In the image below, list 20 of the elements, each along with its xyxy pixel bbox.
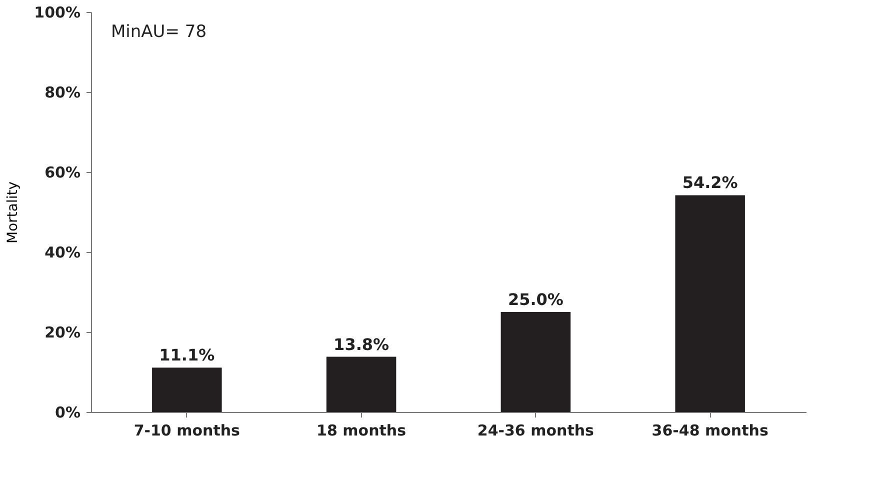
y-tick-label: 20% <box>44 324 80 342</box>
data-label: 25.0% <box>508 290 564 309</box>
bar <box>500 312 571 412</box>
y-tick-label: 0% <box>55 404 80 422</box>
x-tick-label: 24-36 months <box>477 422 594 440</box>
bar <box>152 368 222 412</box>
x-tick-label: 18 months <box>316 422 406 440</box>
x-tick-label: 7-10 months <box>134 422 240 440</box>
x-tick-label: 36-48 months <box>652 422 768 440</box>
y-tick-label: 40% <box>44 244 80 262</box>
data-label: 11.1% <box>159 346 215 365</box>
y-tick-label: 100% <box>34 4 80 22</box>
bar <box>326 356 396 412</box>
data-label: 54.2% <box>682 173 738 192</box>
y-tick-label: 60% <box>44 164 80 182</box>
y-axis-title: Mortality <box>5 181 22 244</box>
data-label: 13.8% <box>334 334 390 354</box>
bar <box>675 195 745 412</box>
annotation: MinAU= 78 <box>111 22 207 42</box>
y-tick-label: 80% <box>44 84 80 102</box>
